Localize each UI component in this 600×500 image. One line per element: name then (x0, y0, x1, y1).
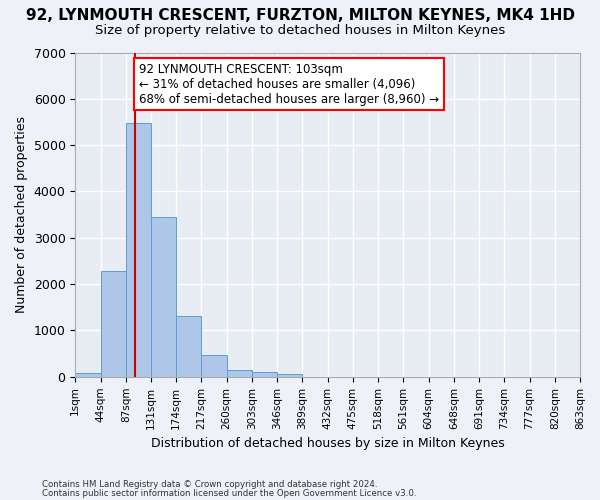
Text: 92, LYNMOUTH CRESCENT, FURZTON, MILTON KEYNES, MK4 1HD: 92, LYNMOUTH CRESCENT, FURZTON, MILTON K… (25, 8, 575, 22)
Text: Contains public sector information licensed under the Open Government Licence v3: Contains public sector information licen… (42, 489, 416, 498)
Bar (176, 316, 202, 377)
Bar (151, 217, 176, 377)
Bar (252, 372, 277, 377)
Bar (101, 271, 126, 377)
Bar (202, 355, 227, 377)
Bar (75, 373, 101, 377)
Text: Size of property relative to detached houses in Milton Keynes: Size of property relative to detached ho… (95, 24, 505, 37)
Y-axis label: Number of detached properties: Number of detached properties (15, 116, 28, 313)
Bar (227, 370, 252, 377)
Text: 92 LYNMOUTH CRESCENT: 103sqm
← 31% of detached houses are smaller (4,096)
68% of: 92 LYNMOUTH CRESCENT: 103sqm ← 31% of de… (139, 62, 439, 106)
Bar (277, 374, 302, 377)
Bar (126, 123, 151, 377)
Text: Contains HM Land Registry data © Crown copyright and database right 2024.: Contains HM Land Registry data © Crown c… (42, 480, 377, 489)
X-axis label: Distribution of detached houses by size in Milton Keynes: Distribution of detached houses by size … (151, 437, 505, 450)
